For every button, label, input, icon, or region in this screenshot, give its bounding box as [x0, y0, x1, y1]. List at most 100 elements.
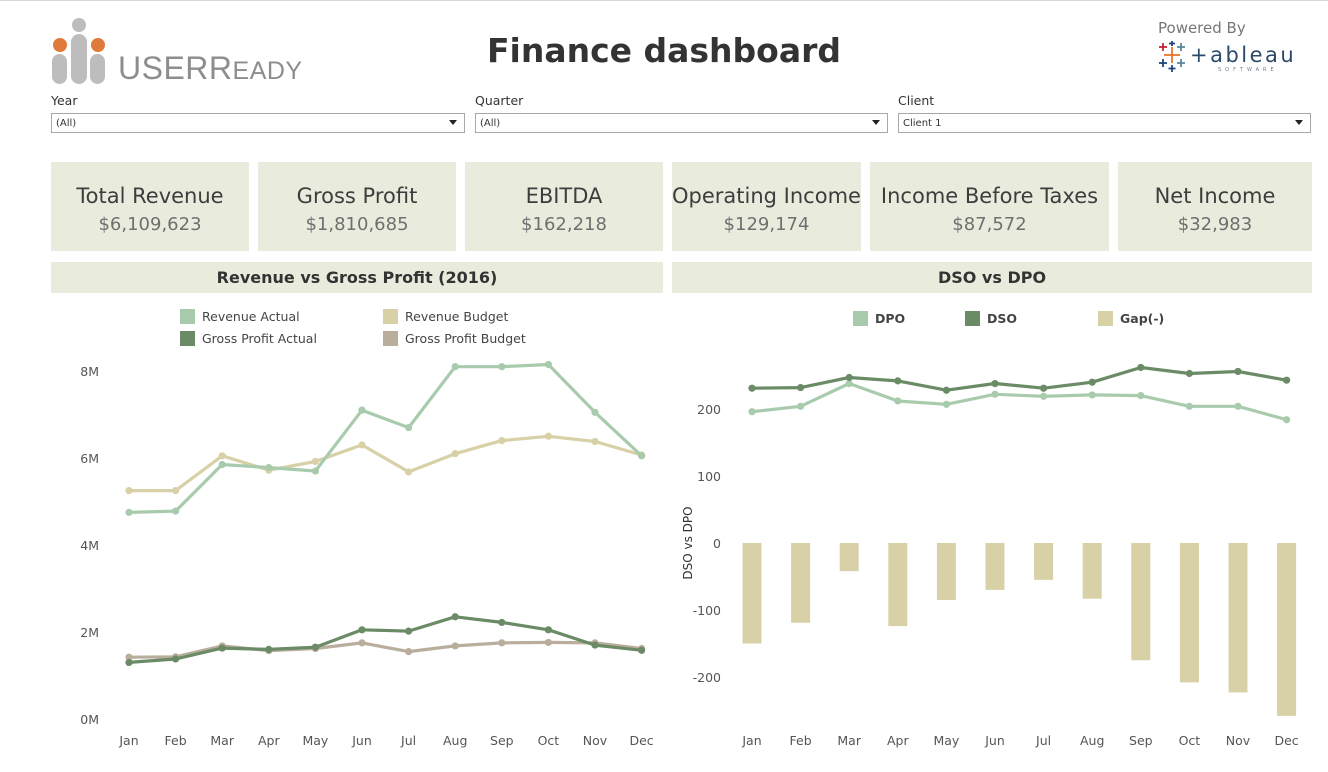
data-point-dpo [845, 379, 853, 388]
kpi-label: Total Revenue [76, 184, 224, 208]
y-tick-label: 0 [713, 536, 721, 551]
filter-quarter-label: Quarter [475, 93, 524, 108]
legend-label-gross-profit-actual: Gross Profit Actual [202, 331, 317, 346]
legend-swatch-gross-profit-budget [383, 331, 398, 346]
bar-gap [888, 543, 908, 627]
kpi-gross-profit: Gross Profit $1,810,685 [258, 162, 456, 251]
data-point-dpo [1234, 402, 1242, 410]
bar-gap [1034, 543, 1054, 580]
bar-gap [1131, 543, 1151, 661]
data-point-revenue-budget [405, 468, 413, 476]
x-tick-label: May [302, 733, 328, 748]
y-tick-label: 200 [697, 402, 721, 417]
data-point-revenue-actual [498, 363, 506, 371]
filter-year-value: (All) [56, 118, 77, 129]
data-point-gross-profit-actual [405, 627, 413, 635]
bar-gap [985, 543, 1005, 590]
logo-wordmark: USERREADY [118, 50, 303, 86]
logo-orange-head-right [91, 38, 105, 52]
x-tick-label: Apr [887, 733, 909, 748]
data-point-revenue-actual [451, 363, 459, 371]
filter-year-select[interactable]: (All) [51, 113, 465, 133]
x-tick-label: Oct [1179, 733, 1201, 748]
data-point-dso [1185, 369, 1193, 378]
kpi-value: $87,572 [952, 214, 1027, 235]
kpi-value: $6,109,623 [98, 214, 202, 235]
legend-label-revenue-budget: Revenue Budget [405, 309, 508, 324]
y-tick-label: 0M [80, 712, 99, 727]
filter-client-select[interactable]: Client 1 [898, 113, 1311, 133]
data-point-dso [1234, 367, 1242, 376]
legend-swatch-revenue-actual [180, 309, 195, 324]
data-point-dpo [1185, 402, 1193, 410]
data-point-revenue-budget [498, 437, 506, 445]
data-point-dpo [894, 397, 902, 405]
data-point-dpo [942, 400, 950, 408]
data-point-revenue-budget [172, 487, 180, 495]
kpi-total-revenue: Total Revenue $6,109,623 [51, 162, 249, 251]
kpi-operating-income: Operating Income $129,174 [672, 162, 861, 251]
x-tick-label: Aug [1080, 733, 1104, 748]
data-point-revenue-actual [544, 360, 553, 369]
data-point-dso [1040, 384, 1048, 392]
kpi-value: $1,810,685 [305, 214, 409, 235]
data-point-revenue-actual [405, 423, 413, 432]
legend-swatch-gross-profit-actual [180, 331, 195, 346]
data-point-gross-profit-actual [451, 613, 459, 621]
kpi-value: $162,218 [521, 214, 607, 235]
y-tick-label: 8M [80, 364, 99, 379]
bar-gap [791, 543, 811, 623]
data-point-dpo [1283, 416, 1291, 424]
logo-gray-head [72, 18, 86, 32]
data-point-gross-profit-budget [498, 639, 506, 647]
logo-orange-head-left [53, 38, 67, 52]
data-point-dso [1283, 376, 1291, 384]
y-tick-label: 2M [80, 625, 99, 640]
filter-year-label: Year [51, 93, 78, 108]
data-point-gross-profit-actual [265, 645, 273, 653]
data-point-revenue-actual [218, 460, 226, 469]
legend-label-gross-profit-budget: Gross Profit Budget [405, 331, 526, 346]
data-point-dpo [1088, 391, 1096, 399]
kpi-net-income: Net Income $32,983 [1118, 162, 1312, 251]
logo-people-icon [52, 18, 105, 84]
x-tick-label: Sep [490, 733, 514, 748]
data-point-revenue-budget [451, 450, 459, 458]
x-tick-label: Jul [400, 733, 416, 748]
data-point-dpo [797, 402, 805, 410]
data-point-revenue-actual [172, 507, 180, 515]
x-tick-label: Dec [629, 733, 653, 748]
kpi-label: Net Income [1154, 184, 1276, 208]
filter-quarter-select[interactable]: (All) [475, 113, 888, 133]
kpi-label: Operating Income [672, 184, 861, 208]
legend-swatch-gap [1098, 311, 1113, 326]
legend-label-gap: Gap(-) [1120, 311, 1164, 326]
kpi-ebitda: EBITDA $162,218 [465, 162, 663, 251]
series-line-gross-profit-budget [128, 640, 642, 659]
data-point-gross-profit-budget [544, 638, 553, 647]
data-point-gross-profit-budget [358, 639, 366, 647]
powered-by-label: Powered By [1158, 19, 1246, 37]
bar-gap [1228, 543, 1248, 693]
kpi-label: Gross Profit [296, 184, 418, 208]
x-tick-label: Apr [258, 733, 280, 748]
tableau-cross-icon [1159, 41, 1185, 72]
data-point-revenue-budget [358, 441, 366, 449]
bar-gap [1082, 543, 1102, 599]
data-point-dpo [991, 390, 999, 398]
data-point-dso [991, 379, 999, 388]
bar-gap [839, 543, 859, 572]
data-point-revenue-actual [311, 467, 319, 475]
data-point-revenue-actual [638, 452, 646, 460]
data-point-gross-profit-actual [125, 658, 133, 667]
data-point-gross-profit-actual [172, 655, 180, 663]
data-point-revenue-budget [544, 432, 553, 440]
data-point-dso [797, 383, 805, 392]
y-tick-label: -200 [693, 670, 721, 685]
kpi-value: $129,174 [723, 214, 810, 235]
data-point-gross-profit-budget [405, 647, 413, 656]
data-point-revenue-budget [218, 452, 226, 460]
tableau-logo: +ableau SOFTWARE [1158, 41, 1308, 75]
x-tick-label: Aug [443, 733, 467, 748]
tableau-wordmark: +ableau [1190, 43, 1297, 67]
